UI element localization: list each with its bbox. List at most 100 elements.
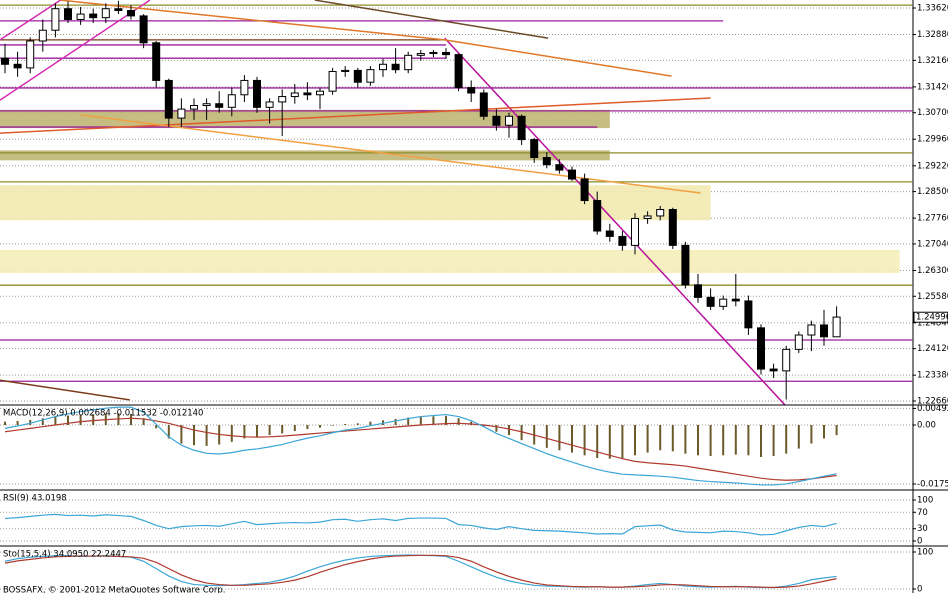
histogram-bar (331, 425, 334, 426)
candle-body (794, 334, 803, 350)
candle-body (580, 178, 589, 202)
histogram-bar (457, 418, 460, 426)
y-tick-label: 70 (917, 508, 928, 518)
candle-body (505, 115, 513, 126)
candle-body (265, 101, 274, 108)
histogram-bar (823, 425, 825, 439)
candle-body (127, 10, 135, 17)
trend-line (60, 0, 445, 41)
candle-body (442, 51, 450, 56)
candle-body (668, 209, 677, 246)
y-tick-label: 0 (917, 585, 922, 593)
trend-line (0, 0, 61, 41)
y-tick-label: 100 (917, 496, 933, 506)
y-tick-label: 1.26300 (917, 266, 948, 276)
candle-body (568, 169, 576, 180)
histogram-bar (319, 425, 321, 428)
candle-body (542, 157, 551, 166)
histogram-bar (193, 425, 195, 446)
histogram-bar (268, 425, 271, 436)
candle-body (227, 94, 236, 108)
histogram-bar (445, 415, 447, 426)
histogram-bar (243, 425, 246, 439)
histogram-bar (621, 425, 624, 459)
histogram-bar (67, 415, 69, 426)
candle-body (240, 79, 249, 96)
histogram-bar (130, 413, 132, 426)
histogram-bar (671, 425, 674, 452)
histogram-bar (785, 425, 788, 454)
histogram-bar (734, 425, 737, 455)
y-tick-label: 1.22660 (917, 396, 948, 406)
histogram-bar (142, 418, 145, 426)
candle-body (164, 79, 173, 119)
histogram-bar (697, 425, 699, 456)
histogram-bar (382, 420, 384, 426)
candle-body (416, 53, 425, 56)
y-tick-label: 1.29220 (917, 161, 948, 171)
histogram-bar (495, 425, 498, 432)
histogram-bar (596, 425, 599, 459)
candle-body (26, 40, 35, 69)
y-tick-label: 1.30700 (917, 108, 948, 118)
candle-body (215, 103, 224, 108)
candle-body (479, 92, 488, 117)
histogram-bar (520, 425, 523, 441)
histogram-bar (810, 425, 813, 444)
histogram-bar (92, 414, 95, 426)
y-tick-label: 1.23380 (917, 371, 948, 381)
candle-body (316, 90, 324, 96)
candle-body (101, 8, 110, 19)
candle-body (202, 103, 211, 107)
y-tick-label: 100 (917, 547, 933, 557)
histogram-bar (230, 425, 233, 442)
candle-body (719, 298, 728, 307)
histogram-bar (394, 418, 397, 426)
candle-body (631, 217, 639, 246)
y-tick-label: 1.27760 (917, 214, 948, 224)
candle-body (290, 92, 299, 98)
candle-body (492, 115, 501, 126)
price-zone (0, 250, 900, 273)
candle-body (379, 63, 387, 71)
candle-body (139, 15, 148, 44)
histogram-bar (4, 421, 6, 426)
histogram-bar (369, 421, 372, 426)
y-tick-label: 30 (917, 524, 928, 534)
y-tick-label: 0.00 (917, 421, 936, 431)
footer-annotation: BOSSAFX, © 2001-2012 MetaQuotes Software… (3, 586, 225, 593)
last-price-label: 1.24996 (916, 313, 948, 323)
candle-body (744, 300, 753, 329)
candle-body (353, 69, 362, 83)
y-tick-label: 1.33620 (917, 3, 948, 13)
histogram-bar (432, 416, 435, 426)
histogram-bar (835, 425, 838, 436)
trend-line (0, 379, 130, 401)
histogram-bar (482, 425, 485, 427)
histogram-bar (29, 419, 32, 426)
candle-body (114, 8, 123, 12)
histogram-bar (306, 425, 309, 430)
trend-line (0, 97, 711, 134)
histogram-bar (180, 425, 183, 444)
y-tick-label: 0 (917, 536, 922, 546)
histogram-bar (508, 425, 510, 436)
candle-body (656, 209, 665, 217)
candle-body (366, 69, 375, 83)
histogram-bar (54, 416, 57, 426)
candle-body (328, 70, 337, 92)
histogram-bar (634, 425, 636, 456)
histogram-bar (545, 425, 548, 448)
histogram-bar (659, 425, 662, 451)
candle-body (89, 13, 98, 19)
indicator-line (4, 513, 837, 536)
candle-body (618, 235, 627, 246)
candle-body (593, 200, 602, 232)
trend-line (444, 37, 786, 406)
histogram-bar (583, 425, 586, 456)
candle-body (64, 8, 72, 20)
price-zone (0, 150, 610, 161)
histogram-bar (684, 425, 687, 454)
candle-body (757, 327, 765, 370)
